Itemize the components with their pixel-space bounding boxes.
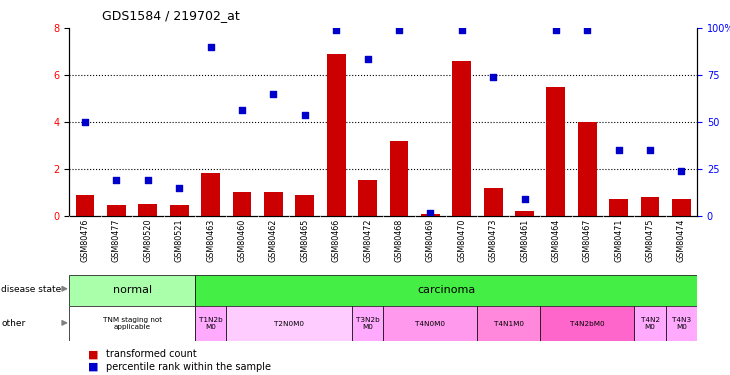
Text: T4N2
M0: T4N2 M0 bbox=[640, 317, 660, 330]
Point bbox=[581, 27, 593, 33]
Point bbox=[550, 27, 562, 33]
Point bbox=[267, 91, 279, 97]
Text: disease state: disease state bbox=[1, 285, 62, 294]
Text: GSM80473: GSM80473 bbox=[488, 219, 498, 262]
Bar bbox=[107, 205, 126, 216]
Bar bbox=[264, 192, 283, 216]
Bar bbox=[390, 141, 408, 216]
Text: GSM80470: GSM80470 bbox=[457, 219, 466, 262]
Bar bbox=[139, 204, 157, 216]
Bar bbox=[69, 275, 195, 306]
Point bbox=[675, 168, 687, 174]
Text: GSM80472: GSM80472 bbox=[363, 219, 372, 262]
Bar bbox=[76, 195, 94, 216]
Bar bbox=[69, 306, 195, 341]
Bar bbox=[421, 214, 439, 216]
Bar bbox=[195, 306, 226, 341]
Point bbox=[204, 44, 216, 50]
Bar bbox=[383, 306, 477, 341]
Text: GDS1584 / 219702_at: GDS1584 / 219702_at bbox=[102, 9, 240, 22]
Bar bbox=[540, 306, 634, 341]
Bar bbox=[233, 192, 251, 216]
Text: GSM80471: GSM80471 bbox=[614, 219, 623, 262]
Text: GSM80462: GSM80462 bbox=[269, 219, 278, 262]
Bar bbox=[547, 87, 565, 216]
Text: ■: ■ bbox=[88, 362, 98, 372]
Bar bbox=[672, 199, 691, 216]
Bar bbox=[226, 306, 352, 341]
Bar bbox=[352, 306, 383, 341]
Point bbox=[456, 27, 468, 33]
Point bbox=[79, 119, 91, 125]
Text: other: other bbox=[1, 319, 26, 328]
Point bbox=[330, 27, 342, 33]
Bar bbox=[296, 195, 314, 216]
Point bbox=[518, 196, 530, 202]
Text: GSM80475: GSM80475 bbox=[645, 219, 655, 262]
Text: T1N2b
M0: T1N2b M0 bbox=[199, 317, 223, 330]
Text: GSM80468: GSM80468 bbox=[394, 219, 404, 262]
Bar bbox=[578, 122, 596, 216]
Text: transformed count: transformed count bbox=[106, 350, 196, 359]
Text: GSM80464: GSM80464 bbox=[551, 219, 561, 262]
Text: GSM80463: GSM80463 bbox=[206, 219, 215, 262]
Bar bbox=[327, 54, 345, 216]
Bar bbox=[477, 306, 540, 341]
Text: GSM80465: GSM80465 bbox=[300, 219, 310, 262]
Text: normal: normal bbox=[112, 285, 152, 295]
Text: GSM80477: GSM80477 bbox=[112, 219, 121, 262]
Point bbox=[488, 74, 499, 80]
Text: GSM80466: GSM80466 bbox=[331, 219, 341, 262]
Bar bbox=[666, 306, 697, 341]
Point bbox=[425, 210, 437, 216]
Text: T2N0M0: T2N0M0 bbox=[274, 321, 304, 327]
Bar bbox=[634, 306, 666, 341]
Text: GSM80474: GSM80474 bbox=[677, 219, 686, 262]
Text: T4N1M0: T4N1M0 bbox=[493, 321, 524, 327]
Point bbox=[361, 56, 373, 62]
Point bbox=[110, 177, 122, 183]
Point bbox=[393, 27, 404, 33]
Text: T3N2b
M0: T3N2b M0 bbox=[356, 317, 380, 330]
Point bbox=[612, 147, 624, 153]
Text: T4N0M0: T4N0M0 bbox=[415, 321, 445, 327]
Text: GSM80469: GSM80469 bbox=[426, 219, 435, 262]
Point bbox=[236, 107, 247, 113]
Text: GSM80467: GSM80467 bbox=[583, 219, 592, 262]
Text: percentile rank within the sample: percentile rank within the sample bbox=[106, 362, 271, 372]
Text: GSM80460: GSM80460 bbox=[237, 219, 247, 262]
Bar bbox=[195, 275, 697, 306]
Text: GSM80520: GSM80520 bbox=[143, 219, 153, 262]
Text: GSM80461: GSM80461 bbox=[520, 219, 529, 262]
Bar bbox=[201, 173, 220, 216]
Point bbox=[644, 147, 656, 153]
Text: TNM staging not
applicable: TNM staging not applicable bbox=[103, 317, 161, 330]
Point bbox=[142, 177, 153, 183]
Bar bbox=[610, 199, 628, 216]
Bar bbox=[641, 197, 659, 216]
Text: T4N2bM0: T4N2bM0 bbox=[570, 321, 604, 327]
Bar bbox=[170, 205, 188, 216]
Text: ■: ■ bbox=[88, 350, 98, 359]
Bar bbox=[515, 211, 534, 216]
Text: GSM80476: GSM80476 bbox=[80, 219, 90, 262]
Bar bbox=[484, 188, 502, 216]
Point bbox=[299, 112, 311, 118]
Point bbox=[173, 184, 185, 190]
Text: carcinoma: carcinoma bbox=[417, 285, 475, 295]
Text: T4N3
M0: T4N3 M0 bbox=[672, 317, 691, 330]
Text: GSM80521: GSM80521 bbox=[174, 219, 184, 262]
Bar bbox=[358, 180, 377, 216]
Bar bbox=[453, 61, 471, 216]
